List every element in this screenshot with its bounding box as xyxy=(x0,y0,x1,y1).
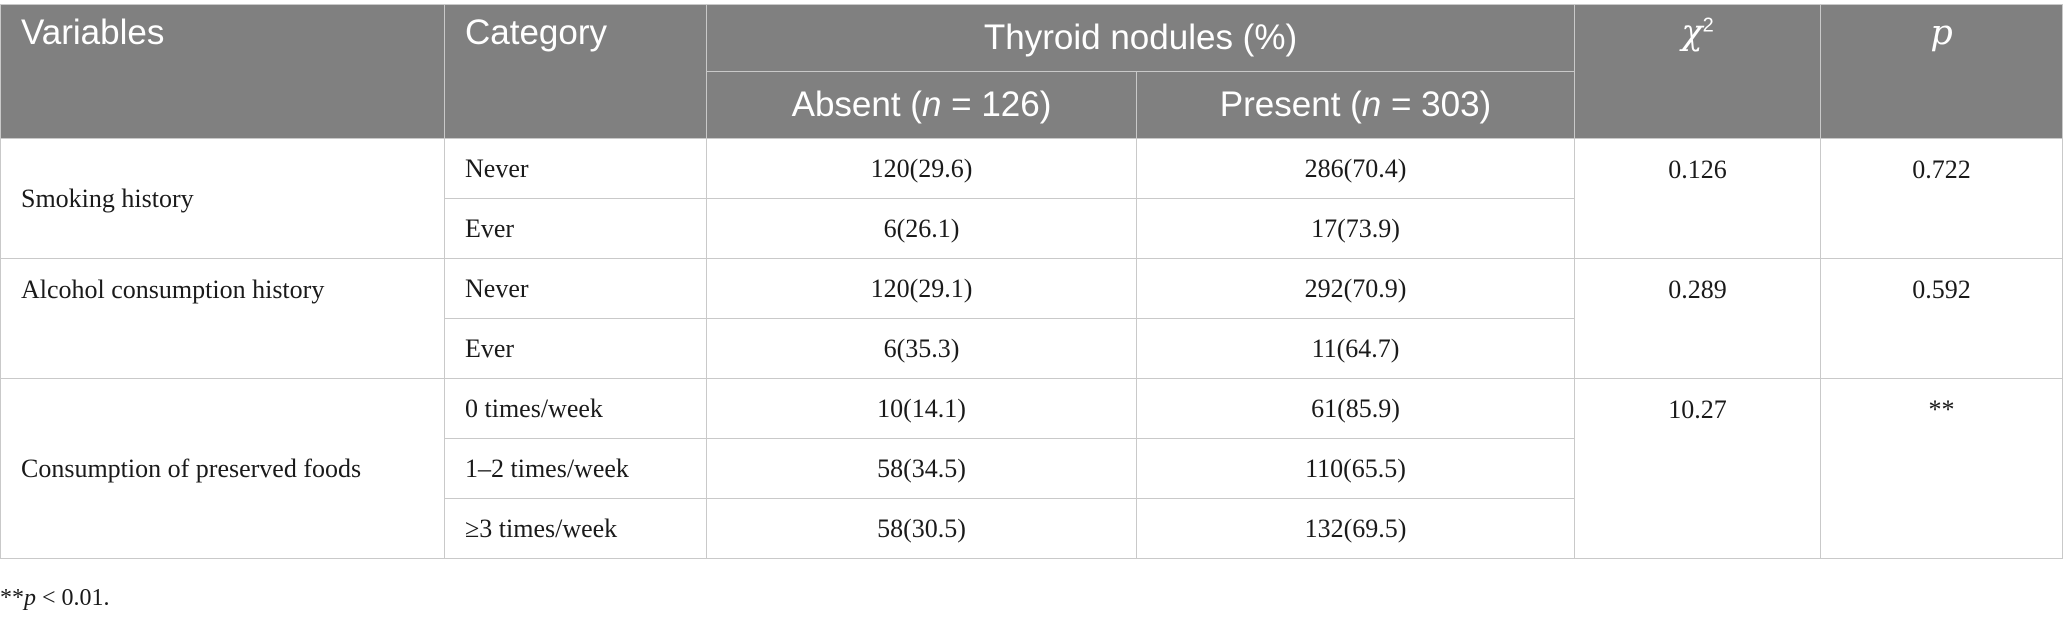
absent-cell: 58(34.5) xyxy=(706,438,1137,499)
header-present: Present (n = 303) xyxy=(1135,71,1576,139)
present-prefix: Present ( xyxy=(1219,85,1362,124)
category-cell: Ever xyxy=(444,318,707,379)
header-category: Category xyxy=(444,4,707,139)
chi-symbol: χ xyxy=(1681,13,1703,53)
present-cell: 17(73.9) xyxy=(1135,198,1576,259)
chi2-cell: 10.27 xyxy=(1574,378,1822,559)
p-cell: 0.592 xyxy=(1820,258,2064,379)
variable-cell: Smoking history xyxy=(0,138,445,259)
present-cell: 61(85.9) xyxy=(1135,378,1576,439)
present-cell: 132(69.5) xyxy=(1135,498,1576,559)
absent-cell: 120(29.1) xyxy=(706,258,1137,319)
header-p-value: p xyxy=(1820,4,2064,139)
variable-cell: Alcohol consumption history xyxy=(0,258,445,379)
header-row: Variables Category Thyroid nodules (%) χ… xyxy=(0,4,2064,139)
present-cell: 286(70.4) xyxy=(1135,138,1576,199)
p-cell: ** xyxy=(1820,378,2064,559)
p-label: p xyxy=(1930,13,1953,53)
absent-cell: 6(26.1) xyxy=(706,198,1137,259)
present-cell: 110(65.5) xyxy=(1135,438,1576,499)
header-thyroid-nodules: Thyroid nodules (%) xyxy=(705,4,1576,72)
absent-n: n xyxy=(921,85,942,124)
absent-prefix: Absent ( xyxy=(791,85,922,124)
category-cell: 1–2 times/week xyxy=(444,438,707,499)
absent-cell: 10(14.1) xyxy=(706,378,1137,439)
category-cell: Ever xyxy=(444,198,707,259)
category-cell: Never xyxy=(444,138,707,199)
table-footnote: **p < 0.01. xyxy=(0,585,110,612)
absent-cell: 120(29.6) xyxy=(706,138,1137,199)
chi-superscript: 2 xyxy=(1702,14,1714,37)
footnote-p: p xyxy=(24,585,36,611)
absent-suffix: = 126) xyxy=(941,85,1052,124)
subheader-row: Absent (n = 126) Present (n = 303) xyxy=(1,71,2063,139)
absent-cell: 6(35.3) xyxy=(706,318,1137,379)
table-row: ≥3 times/week 58(30.5) 132(69.5) xyxy=(1,498,2063,559)
category-cell: ≥3 times/week xyxy=(444,498,707,559)
footnote-text: < 0.01. xyxy=(36,585,110,611)
table-row: 1–2 times/week 58(34.5) 110(65.5) xyxy=(1,438,2063,499)
table-row: Ever 6(26.1) 17(73.9) xyxy=(1,198,2063,259)
chi2-cell: 0.126 xyxy=(1574,138,1822,259)
header-variables: Variables xyxy=(0,4,445,139)
header-absent: Absent (n = 126) xyxy=(706,71,1137,139)
present-cell: 11(64.7) xyxy=(1135,318,1576,379)
absent-cell: 58(30.5) xyxy=(706,498,1137,559)
table-body: Smoking history Never 120(29.6) 286(70.4… xyxy=(0,138,2064,559)
category-cell: Never xyxy=(444,258,707,319)
table-header: Variables Category Thyroid nodules (%) χ… xyxy=(0,4,2064,139)
results-table: Variables Category Thyroid nodules (%) χ… xyxy=(0,4,2064,559)
category-cell: 0 times/week xyxy=(444,378,707,439)
p-cell: 0.722 xyxy=(1820,138,2064,259)
present-suffix: = 303) xyxy=(1381,85,1492,124)
table-row: Consumption of preserved foods 0 times/w… xyxy=(0,378,2064,559)
table-row: Alcohol consumption history Never 120(29… xyxy=(0,258,2064,379)
present-cell: 292(70.9) xyxy=(1135,258,1576,319)
table-row: Smoking history Never 120(29.6) 286(70.4… xyxy=(0,138,2064,259)
footnote-stars: ** xyxy=(0,585,24,611)
header-chi-square: χ2 xyxy=(1574,4,1822,139)
chi2-cell: 0.289 xyxy=(1574,258,1822,379)
variable-cell: Consumption of preserved foods xyxy=(0,378,445,559)
present-n: n xyxy=(1361,85,1382,124)
